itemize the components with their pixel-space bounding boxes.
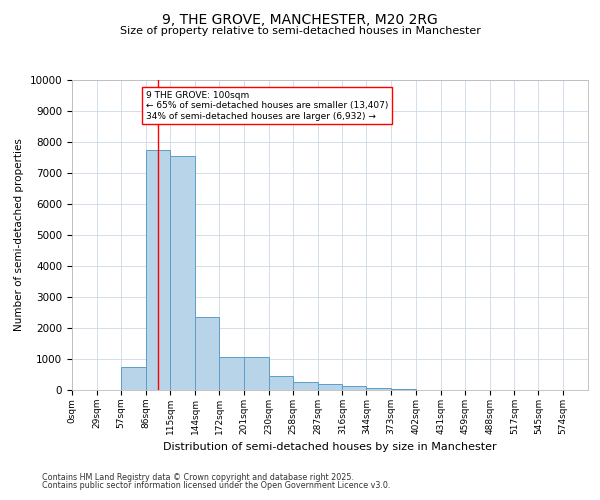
Text: Size of property relative to semi-detached houses in Manchester: Size of property relative to semi-detach… <box>119 26 481 36</box>
Text: Distribution of semi-detached houses by size in Manchester: Distribution of semi-detached houses by … <box>163 442 497 452</box>
Bar <box>367 388 391 390</box>
Bar <box>121 367 146 390</box>
Bar <box>219 358 244 390</box>
Bar <box>317 384 343 390</box>
Bar <box>391 389 416 390</box>
Text: Contains public sector information licensed under the Open Government Licence v3: Contains public sector information licen… <box>42 481 391 490</box>
Text: 9 THE GROVE: 100sqm
← 65% of semi-detached houses are smaller (13,407)
34% of se: 9 THE GROVE: 100sqm ← 65% of semi-detach… <box>146 91 388 120</box>
Bar <box>244 358 269 390</box>
Bar <box>146 150 170 390</box>
Bar <box>343 386 367 390</box>
Bar <box>293 382 317 390</box>
Bar <box>195 317 219 390</box>
Y-axis label: Number of semi-detached properties: Number of semi-detached properties <box>14 138 24 332</box>
Text: 9, THE GROVE, MANCHESTER, M20 2RG: 9, THE GROVE, MANCHESTER, M20 2RG <box>162 12 438 26</box>
Text: Contains HM Land Registry data © Crown copyright and database right 2025.: Contains HM Land Registry data © Crown c… <box>42 472 354 482</box>
Bar <box>269 376 293 390</box>
Bar <box>170 156 195 390</box>
